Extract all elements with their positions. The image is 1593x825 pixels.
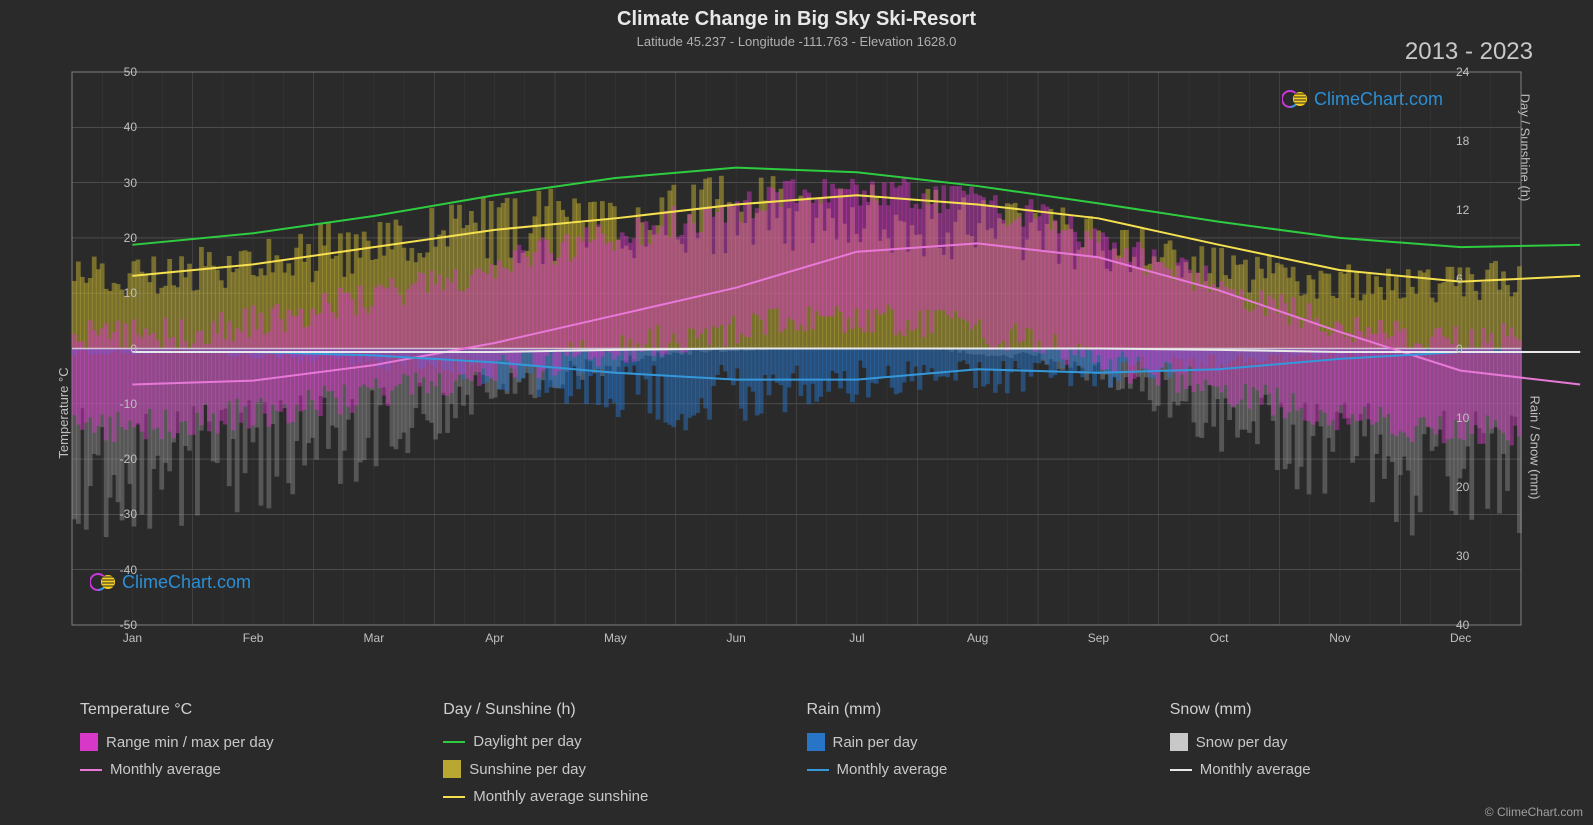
tick-right: 18	[1456, 134, 1496, 148]
legend-item: Monthly average	[1170, 761, 1513, 778]
tick-left: -10	[97, 397, 137, 411]
month-label: Jan	[123, 631, 142, 645]
legend-label: Range min / max per day	[106, 734, 274, 751]
watermark-text: ClimeChart.com	[1314, 89, 1443, 110]
month-label: May	[604, 631, 627, 645]
legend-group: Snow (mm) Snow per day Monthly average	[1170, 701, 1513, 805]
month-label: Aug	[967, 631, 988, 645]
watermark-top: ClimeChart.com	[1282, 86, 1443, 112]
swatch-line-icon	[807, 769, 829, 771]
legend-label: Monthly average sunshine	[473, 788, 648, 805]
legend-label: Monthly average	[837, 761, 948, 778]
tick-right: 10	[1456, 411, 1496, 425]
tick-left: 40	[97, 120, 137, 134]
legend-header: Snow (mm)	[1170, 701, 1513, 719]
tick-left: 20	[97, 231, 137, 245]
month-label: Jun	[726, 631, 745, 645]
tick-left: 30	[97, 176, 137, 190]
chart-subtitle: Latitude 45.237 - Longitude -111.763 - E…	[637, 34, 957, 49]
month-label: Dec	[1450, 631, 1471, 645]
legend-label: Monthly average	[1200, 761, 1311, 778]
tick-left: 0	[97, 342, 137, 356]
legend-group: Temperature °C Range min / max per day Mon…	[80, 701, 423, 805]
tick-left: -50	[97, 618, 137, 632]
legend-label: Snow per day	[1196, 734, 1288, 751]
tick-left: 50	[97, 65, 137, 79]
plot-svg	[72, 72, 1521, 625]
legend-group: Rain (mm) Rain per day Monthly average	[807, 701, 1150, 805]
month-label: Nov	[1329, 631, 1350, 645]
legend-item: Snow per day	[1170, 733, 1513, 751]
legend-item: Rain per day	[807, 733, 1150, 751]
tick-right: 20	[1456, 480, 1496, 494]
tick-right: 6	[1456, 272, 1496, 286]
swatch-box-icon	[1170, 733, 1188, 751]
climechart-logo-icon	[1282, 86, 1308, 112]
climechart-logo-icon	[90, 569, 116, 595]
swatch-line-icon	[1170, 769, 1192, 771]
legend-label: Monthly average	[110, 761, 221, 778]
years-range: 2013 - 2023	[1405, 38, 1533, 66]
month-label: Sep	[1088, 631, 1109, 645]
tick-left: 10	[97, 286, 137, 300]
tick-right: 40	[1456, 618, 1496, 632]
legend-header: Rain (mm)	[807, 701, 1150, 719]
legend-item: Daylight per day	[443, 733, 786, 750]
swatch-line-icon	[443, 796, 465, 798]
legend-header: Day / Sunshine (h)	[443, 701, 786, 719]
legend-header: Temperature °C	[80, 701, 423, 719]
tick-left: -30	[97, 507, 137, 521]
tick-right: 24	[1456, 65, 1496, 79]
plot-area: -50-40-30-20-100102030405006121824102030…	[72, 72, 1521, 625]
watermark-bottom: ClimeChart.com	[90, 569, 251, 595]
y-axis-right-bottom-label: Rain / Snow (mm)	[1527, 395, 1542, 499]
legend: Temperature °C Range min / max per day Mon…	[80, 701, 1513, 805]
swatch-line-icon	[443, 741, 465, 743]
legend-label: Sunshine per day	[469, 761, 586, 778]
legend-label: Daylight per day	[473, 733, 581, 750]
chart-title: Climate Change in Big Sky Ski-Resort	[617, 8, 976, 31]
chart-container: Climate Change in Big Sky Ski-Resort Lat…	[0, 0, 1593, 825]
month-label: Apr	[485, 631, 504, 645]
month-label: Mar	[364, 631, 385, 645]
tick-right: 30	[1456, 549, 1496, 563]
legend-item: Monthly average	[807, 761, 1150, 778]
swatch-line-icon	[80, 769, 102, 771]
watermark-text: ClimeChart.com	[122, 572, 251, 593]
legend-item: Monthly average sunshine	[443, 788, 786, 805]
legend-item: Range min / max per day	[80, 733, 423, 751]
swatch-box-icon	[807, 733, 825, 751]
tick-left: -20	[97, 452, 137, 466]
legend-item: Sunshine per day	[443, 760, 786, 778]
month-label: Oct	[1210, 631, 1229, 645]
y-axis-left-label: Temperature °C	[56, 367, 71, 458]
legend-label: Rain per day	[833, 734, 918, 751]
tick-right: 12	[1456, 203, 1496, 217]
swatch-box-icon	[443, 760, 461, 778]
month-label: Feb	[243, 631, 264, 645]
tick-right: 0	[1456, 342, 1496, 356]
month-label: Jul	[849, 631, 864, 645]
swatch-box-icon	[80, 733, 98, 751]
legend-item: Monthly average	[80, 761, 423, 778]
legend-group: Day / Sunshine (h) Daylight per day Sunshi…	[443, 701, 786, 805]
copyright: © ClimeChart.com	[1485, 805, 1583, 819]
